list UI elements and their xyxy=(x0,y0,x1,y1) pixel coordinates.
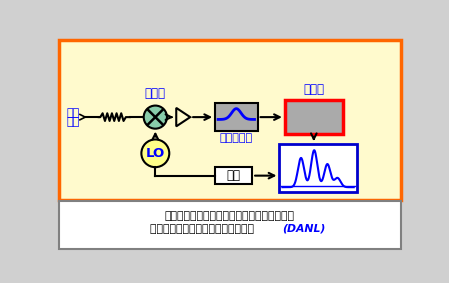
Text: 检波器: 检波器 xyxy=(304,83,324,96)
Text: 输入: 输入 xyxy=(66,108,80,118)
Text: 扫描: 扫描 xyxy=(227,169,241,182)
Text: (DANL): (DANL) xyxy=(282,224,326,234)
Bar xyxy=(279,144,357,192)
Bar xyxy=(60,202,402,250)
Bar xyxy=(215,103,258,131)
Bar xyxy=(59,40,401,200)
Bar xyxy=(215,167,252,184)
Text: 频谱仪内部混频器及各级放大器会产生噪声，: 频谱仪内部混频器及各级放大器会产生噪声， xyxy=(165,211,295,221)
Circle shape xyxy=(144,106,167,129)
Bar xyxy=(285,100,343,134)
Text: LO: LO xyxy=(145,147,165,160)
Text: 中频滤波器: 中频滤波器 xyxy=(220,133,253,143)
Text: 通过检波器会反映为显示白噪声电平: 通过检波器会反映为显示白噪声电平 xyxy=(150,224,257,234)
Text: 混频器: 混频器 xyxy=(145,87,166,100)
Text: 信号: 信号 xyxy=(66,117,80,128)
Circle shape xyxy=(141,140,169,167)
Bar xyxy=(59,201,401,249)
